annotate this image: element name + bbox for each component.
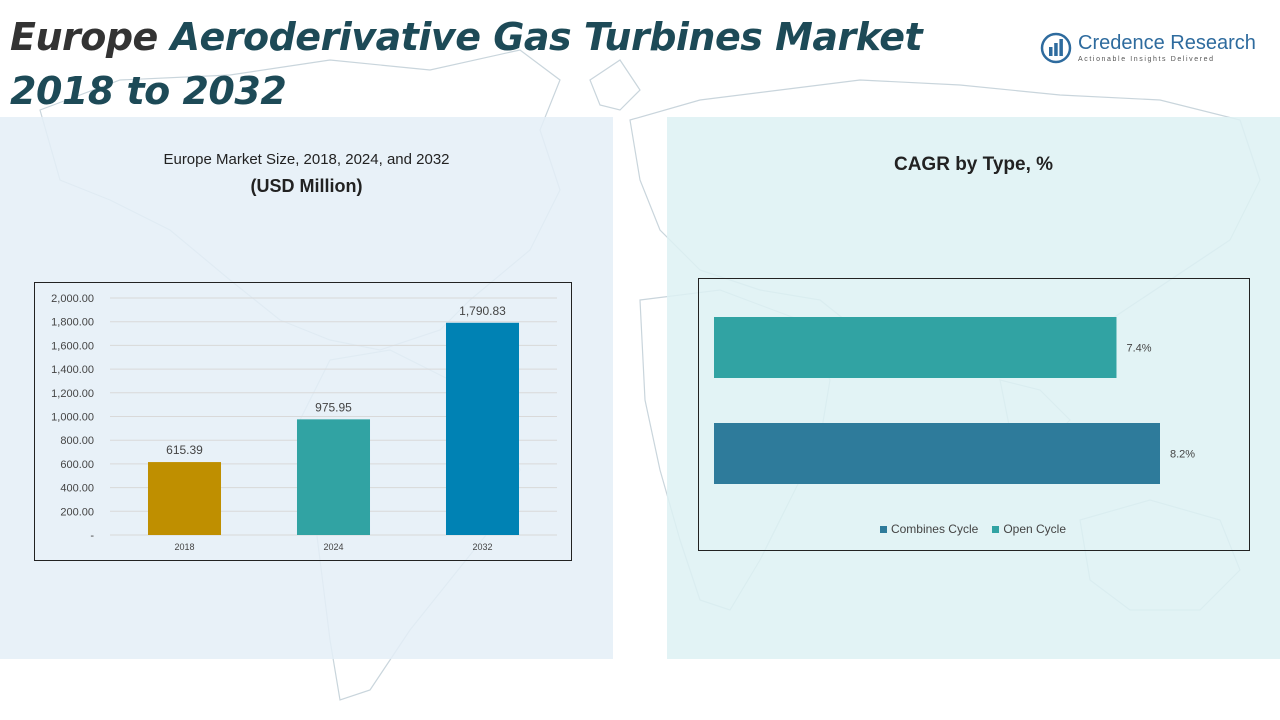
y-tick-label: - xyxy=(90,530,94,542)
hbar-combines-cycle xyxy=(714,423,1160,484)
cagr-chart-svg: 7.4% 8.2% xyxy=(714,317,1195,484)
y-tick-label: 2,000.00 xyxy=(51,293,94,305)
page-title-topic: Aeroderivative Gas Turbines Market 2018 … xyxy=(10,15,923,113)
hbar-value-label: 7.4% xyxy=(1126,343,1151,355)
y-tick-label: 400.00 xyxy=(60,483,94,495)
hbar-open-cycle xyxy=(714,317,1117,378)
cagr-legend: Combines Cycle Open Cycle xyxy=(698,522,1248,536)
x-tick-label: 2032 xyxy=(472,542,492,552)
y-tick-label: 1,200.00 xyxy=(51,388,94,400)
bar-value-label: 975.95 xyxy=(315,400,352,414)
legend-label: Open Cycle xyxy=(1003,522,1067,536)
legend-swatch xyxy=(879,525,887,533)
page-title-region: Europe xyxy=(10,15,171,59)
market-size-unit: (USD Million) xyxy=(250,176,363,196)
brand-tagline: Actionable Insights Delivered xyxy=(1078,56,1215,63)
market-size-subtitle: Europe Market Size, 2018, 2024, and 2032 xyxy=(163,151,450,168)
y-tick-label: 1,000.00 xyxy=(51,412,94,424)
brand-name: Credence Research xyxy=(1078,32,1256,54)
legend-swatch xyxy=(992,525,1000,533)
cagr-title: CAGR by Type, % xyxy=(893,154,1054,175)
legend-item: Combines Cycle xyxy=(879,522,979,536)
bar-2024 xyxy=(296,419,371,535)
cagr-panel xyxy=(667,117,1280,659)
cagr-chart: 7.4% 8.2% xyxy=(698,278,1250,551)
page-title: Europe Aeroderivative Gas Turbines Marke… xyxy=(10,10,1030,118)
market-size-chart-svg: - 200.00 400.00 600.00 800.00 1,000.00 1,200.0… xyxy=(51,293,557,552)
legend-item: Open Cycle xyxy=(992,522,1066,536)
legend-label: Combines Cycle xyxy=(890,522,979,536)
bar-2032 xyxy=(445,322,520,535)
y-tick-label: 200.00 xyxy=(60,506,94,518)
y-tick-label: 600.00 xyxy=(60,459,94,471)
x-tick-label: 2024 xyxy=(323,542,343,552)
x-tick-label: 2018 xyxy=(174,542,194,552)
bar-2018 xyxy=(147,462,222,535)
bar-chart-globe-icon xyxy=(1040,32,1072,64)
brand-logo: Credence Research Actionable Insights De… xyxy=(1040,30,1270,70)
hbar-value-label: 8.2% xyxy=(1170,449,1195,461)
y-tick-label: 1,800.00 xyxy=(51,317,94,329)
bar-value-label: 1,790.83 xyxy=(459,304,506,318)
y-tick-label: 1,600.00 xyxy=(51,340,94,352)
market-size-chart: - 200.00 400.00 600.00 800.00 1,000.00 1,200.0… xyxy=(34,282,572,561)
y-tick-label: 1,400.00 xyxy=(51,364,94,376)
y-tick-label: 800.00 xyxy=(60,435,94,447)
bar-value-label: 615.39 xyxy=(166,443,203,457)
